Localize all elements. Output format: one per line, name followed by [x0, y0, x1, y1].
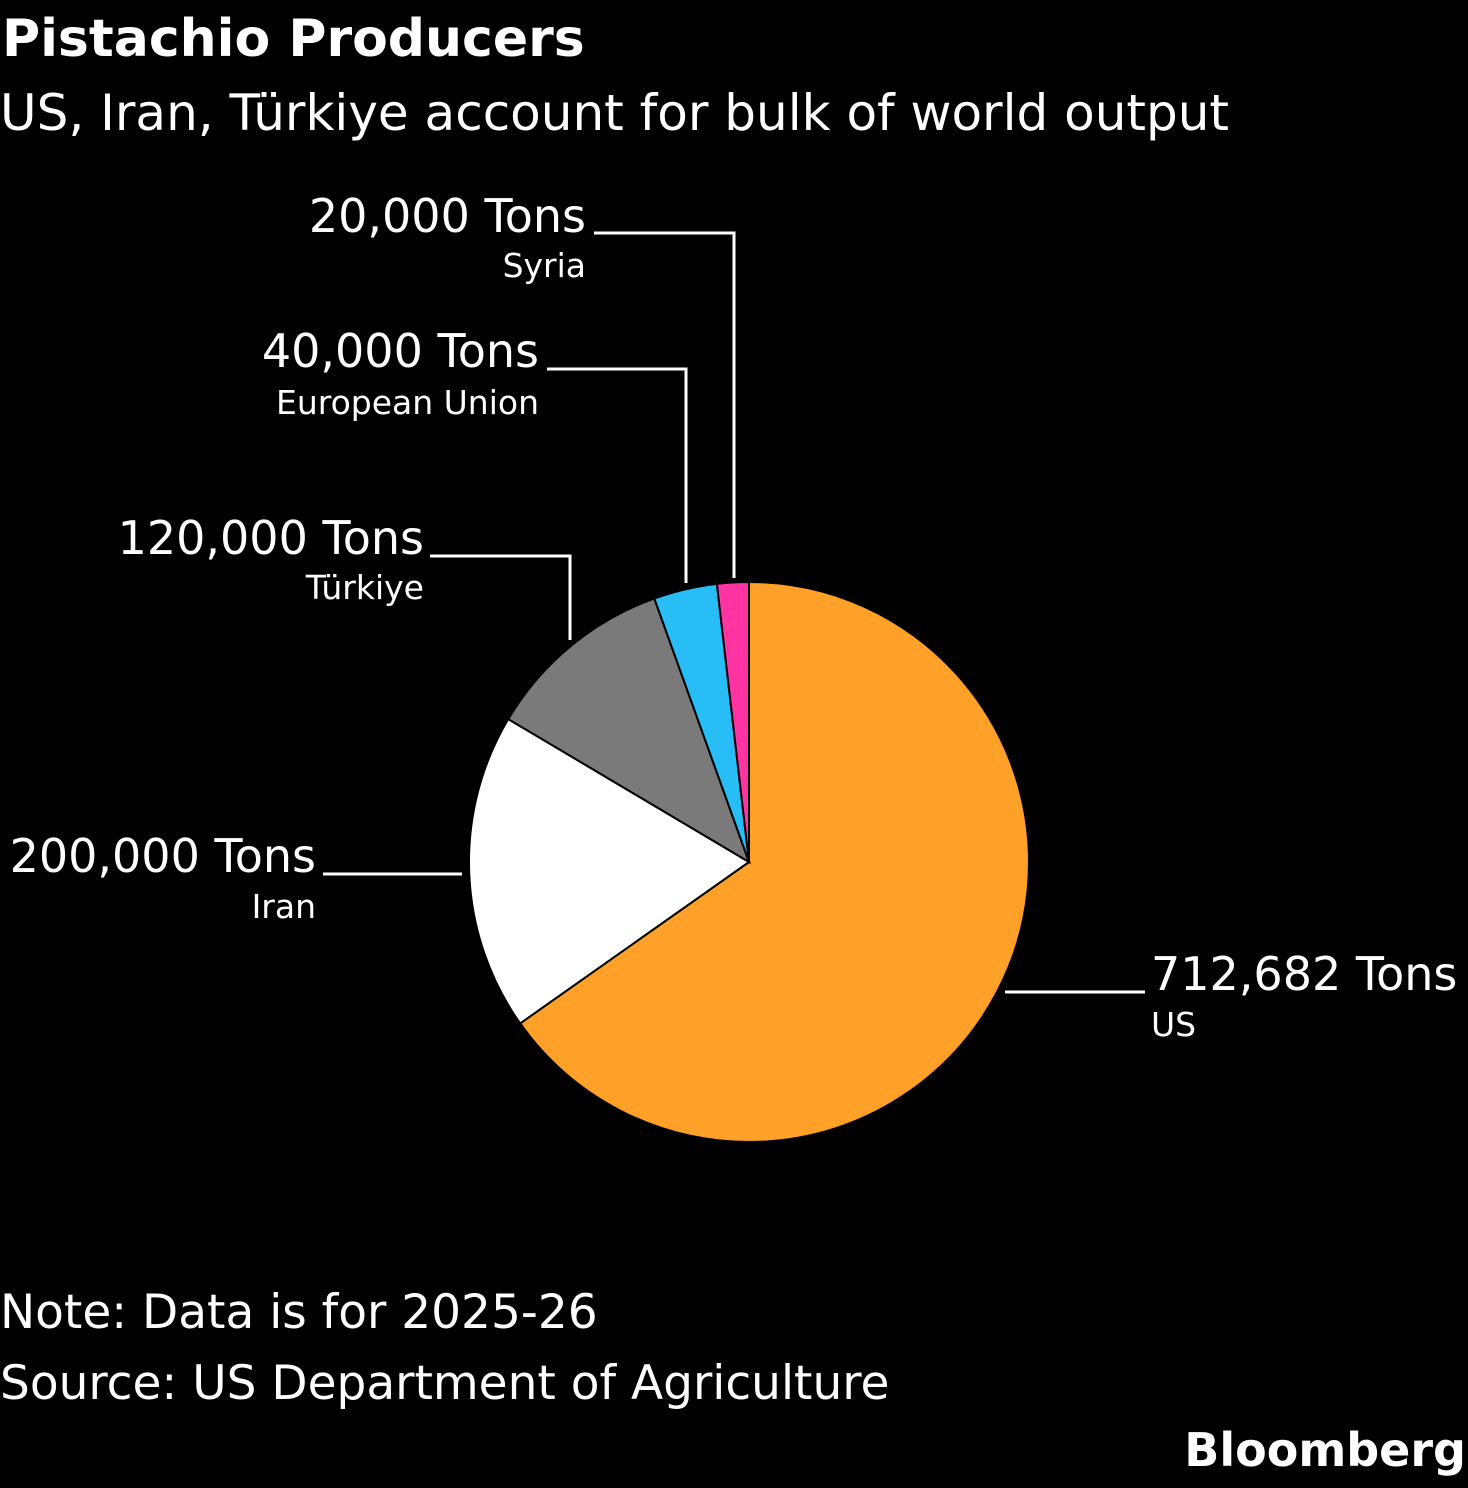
pie-slices: [468, 580, 1030, 1143]
leader-line: [594, 231, 736, 578]
pie-slice-iran: [468, 717, 751, 1025]
slice-value-label: 120,000 Tons: [118, 511, 424, 565]
slice-category-label: US: [1151, 1005, 1196, 1044]
chart-source: Source: US Department of Agriculture: [0, 1356, 890, 1411]
slice-value-label: 40,000 Tons: [262, 324, 539, 378]
slice-value-label: 200,000 Tons: [10, 829, 316, 883]
leader-line: [547, 367, 688, 583]
slice-category-label: Syria: [503, 246, 586, 285]
leader-line: [430, 554, 572, 640]
bloomberg-logo: Bloomberg: [1184, 1423, 1466, 1477]
pie-slice-us: [518, 580, 1030, 1143]
slice-category-label: Türkiye: [305, 568, 424, 607]
slice-value-label: 20,000 Tons: [309, 189, 586, 243]
slice-category-label: European Union: [276, 383, 539, 422]
leader-lines: [323, 231, 1145, 994]
slice-category-label: Iran: [252, 887, 316, 926]
slice-value-label: 712,682 Tons: [1151, 947, 1457, 1001]
chart-title: Pistachio Producers: [2, 9, 585, 69]
pie-slice-t-rkiye: [506, 597, 751, 865]
chart-subtitle: US, Iran, Türkiye account for bulk of wo…: [0, 84, 1230, 142]
pie-slice-syria: [715, 580, 750, 863]
slice-labels: 712,682 Tons US 200,000 Tons Iran 120,000 To…: [10, 189, 1458, 1044]
chart-note: Note: Data is for 2025-26: [0, 1285, 598, 1340]
